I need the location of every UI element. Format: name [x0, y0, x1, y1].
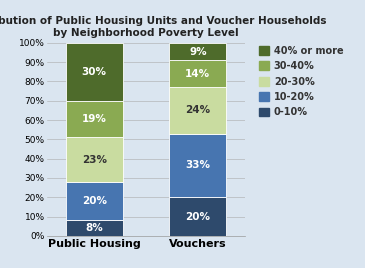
Text: 9%: 9% [189, 47, 207, 57]
Bar [66, 43, 123, 101]
Text: 24%: 24% [185, 105, 211, 116]
Text: 8%: 8% [85, 223, 103, 233]
Bar [169, 43, 226, 60]
Title: Distribution of Public Housing Units and Voucher Households
by Neighborhood Pove: Distribution of Public Housing Units and… [0, 16, 326, 38]
Bar [66, 101, 123, 137]
Text: 14%: 14% [185, 69, 211, 79]
Bar [66, 182, 123, 220]
Legend: 40% or more, 30-40%, 20-30%, 10-20%, 0-10%: 40% or more, 30-40%, 20-30%, 10-20%, 0-1… [257, 44, 345, 119]
Text: 23%: 23% [82, 155, 107, 165]
Text: 20%: 20% [185, 211, 210, 222]
Bar [169, 60, 226, 87]
Text: 19%: 19% [82, 114, 107, 124]
Text: 33%: 33% [185, 161, 210, 170]
Bar [66, 137, 123, 182]
Bar [169, 197, 226, 236]
Text: 30%: 30% [82, 67, 107, 77]
Bar [66, 220, 123, 236]
Bar [169, 87, 226, 133]
Bar [169, 133, 226, 197]
Text: 20%: 20% [82, 196, 107, 206]
